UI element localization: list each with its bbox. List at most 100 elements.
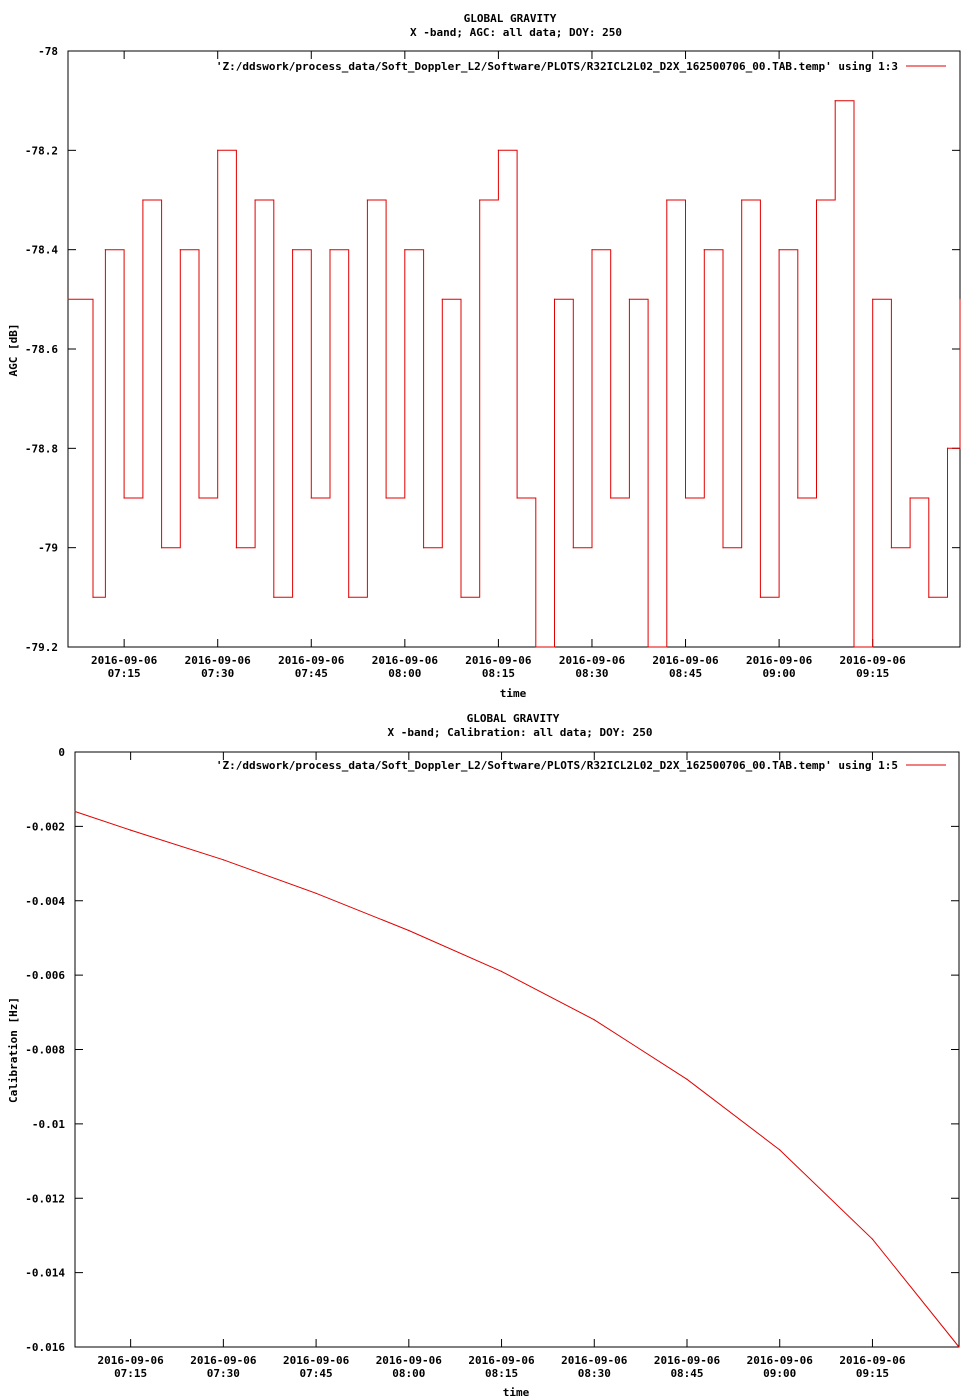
x-tick-time: 07:30 [201,667,234,680]
data-point [235,547,237,549]
data-point [179,249,181,251]
data-point [959,298,961,300]
y-axis-label: Calibration [Hz] [7,997,20,1103]
data-point [217,149,219,151]
data-point [198,497,200,499]
data-point [909,497,911,499]
data-point [500,970,503,973]
data-point [104,249,106,251]
data-point [404,249,406,251]
chart-title: GLOBAL GRAVITY [467,712,560,725]
y-tick-label: -0.008 [25,1044,65,1057]
x-tick-date: 2016-09-06 [654,1354,721,1367]
data-point [593,1019,595,1021]
x-tick-time: 08:00 [392,1367,425,1380]
x-axis-label: time [503,1386,530,1399]
x-tick-date: 2016-09-06 [91,654,158,667]
data-point [684,497,687,499]
data-point [310,497,312,499]
data-point [779,1149,781,1151]
legend-label: 'Z:/ddswork/process_data/Soft_Doppler_L2… [216,759,898,772]
x-tick-time: 08:45 [670,1367,703,1380]
x-tick-time: 07:15 [114,1367,147,1380]
data-point [853,646,855,648]
data-point [871,1238,874,1240]
data-point [535,646,537,648]
data-point [366,199,368,201]
x-tick-time: 09:15 [856,1367,889,1380]
agc-chart: GLOBAL GRAVITY X -band; AGC: all data; D… [7,12,961,700]
y-tick-label: -79 [38,542,58,555]
x-tick-time: 08:15 [482,667,515,680]
y-tick-label: -78.6 [25,343,58,356]
x-tick-date: 2016-09-06 [185,654,252,667]
data-point [928,596,930,598]
y-tick-label: -0.012 [25,1192,65,1205]
x-tick-time: 08:45 [669,667,702,680]
data-point [497,149,499,151]
y-ticks: 0 -0.002 -0.004 -0.006 -0.008 -0.01 -0.012 -0.0… [25,746,959,1354]
data-point [385,497,387,499]
x-tick-time: 08:30 [575,667,608,680]
data-point [703,249,705,251]
data-point [666,199,668,201]
chart-subtitle: X -band; AGC: all data; DOY: 250 [410,26,622,39]
data-point [553,298,556,300]
x-tick-date: 2016-09-06 [559,654,626,667]
x-tick-date: 2016-09-06 [840,654,907,667]
data-point [329,249,331,251]
x-tick-date: 2016-09-06 [372,654,439,667]
data-point [92,596,94,598]
x-tick-date: 2016-09-06 [747,1354,814,1367]
y-tick-label: 0 [58,746,65,759]
data-point [423,547,425,549]
data-point [958,1346,960,1348]
chart-subtitle: X -band; Calibration: all data; DOY: 250 [388,726,653,739]
x-ticks: 2016-09-0607:152016-09-0607:302016-09-06… [91,51,906,680]
y-tick-label: -78.2 [25,144,58,157]
x-tick-date: 2016-09-06 [376,1354,443,1367]
y-tick-label: -0.016 [25,1341,65,1354]
data-point [254,199,256,201]
x-tick-date: 2016-09-06 [839,1354,906,1367]
plot-area [74,810,960,1348]
data-point [348,596,350,598]
x-tick-date: 2016-09-06 [283,1354,350,1367]
x-ticks: 2016-09-0607:152016-09-0607:302016-09-06… [98,752,906,1380]
data-point [815,199,818,201]
legend-label: 'Z:/ddswork/process_data/Soft_Doppler_L2… [216,60,898,73]
y-tick-label: -78.8 [25,442,58,455]
data-point [778,249,780,251]
y-tick-label: -79.2 [25,641,58,654]
data-point [123,497,125,499]
x-tick-date: 2016-09-06 [652,654,719,667]
x-tick-date: 2016-09-06 [278,654,345,667]
data-point [591,249,593,251]
data-point [222,859,224,861]
x-tick-time: 07:15 [108,667,141,680]
data-point [647,646,649,648]
data-point [315,892,317,894]
y-tick-label: -0.004 [25,895,65,908]
x-tick-time: 09:00 [763,1367,796,1380]
data-point [759,596,762,598]
data-point [292,249,294,251]
data-point [572,547,574,549]
data-point [161,547,163,549]
y-tick-label: -0.002 [25,820,65,833]
data-point [460,596,462,598]
x-axis-label: time [500,687,527,700]
data-point [408,929,410,932]
data-point [834,100,836,102]
y-axis-label: AGC [dB] [7,324,20,377]
data-point [142,199,144,201]
x-tick-time: 07:45 [295,667,328,680]
plot-area [67,100,961,648]
x-tick-time: 07:30 [207,1367,240,1380]
y-tick-label: -0.014 [25,1267,65,1280]
x-tick-date: 2016-09-06 [98,1354,165,1367]
data-point [441,298,443,300]
legend: 'Z:/ddswork/process_data/Soft_Doppler_L2… [216,759,946,772]
data-point [130,829,132,831]
y-tick-label: -0.01 [32,1118,65,1131]
